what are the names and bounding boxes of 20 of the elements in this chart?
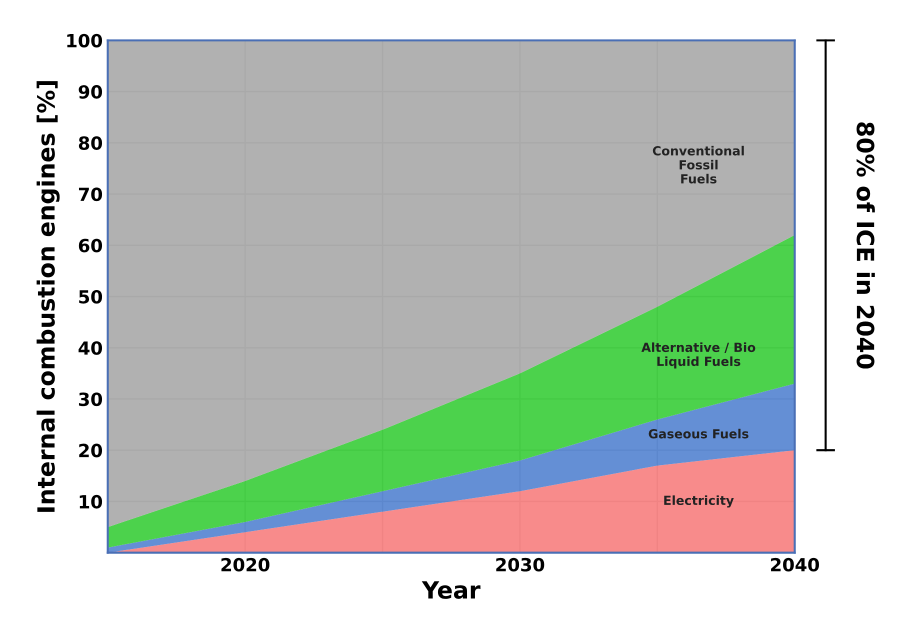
x-tick-label: 2020 — [221, 558, 270, 572]
series-label: Conventional Fossil Fuels — [652, 146, 744, 184]
series-label: Electricity — [664, 495, 734, 508]
y-axis-title: Internal combustion engines [%] — [36, 81, 60, 512]
x-tick-label: 2040 — [771, 558, 819, 572]
y-tick-label: 70 — [78, 188, 102, 202]
y-tick-label: 10 — [80, 494, 102, 509]
y-tick-label: 30 — [78, 392, 102, 406]
y-tick-label: 40 — [78, 341, 102, 355]
y-tick-label: 60 — [78, 238, 102, 252]
series-label: Gaseous Fuels — [648, 428, 748, 438]
y-tick-label: 90 — [78, 85, 102, 99]
text: 80% of ICE in 2040 — [856, 122, 875, 369]
y-tick-label: 20 — [79, 444, 102, 458]
y-tick-label: 50 — [79, 290, 102, 304]
x-tick-label: 2030 — [496, 558, 544, 572]
series-label: Alternative / Bio Liquid Fuels — [641, 342, 756, 368]
x-axis-title: Year — [422, 581, 480, 599]
y-tick-label: 100 — [67, 34, 102, 48]
y-tick-label: 80 — [78, 136, 102, 150]
